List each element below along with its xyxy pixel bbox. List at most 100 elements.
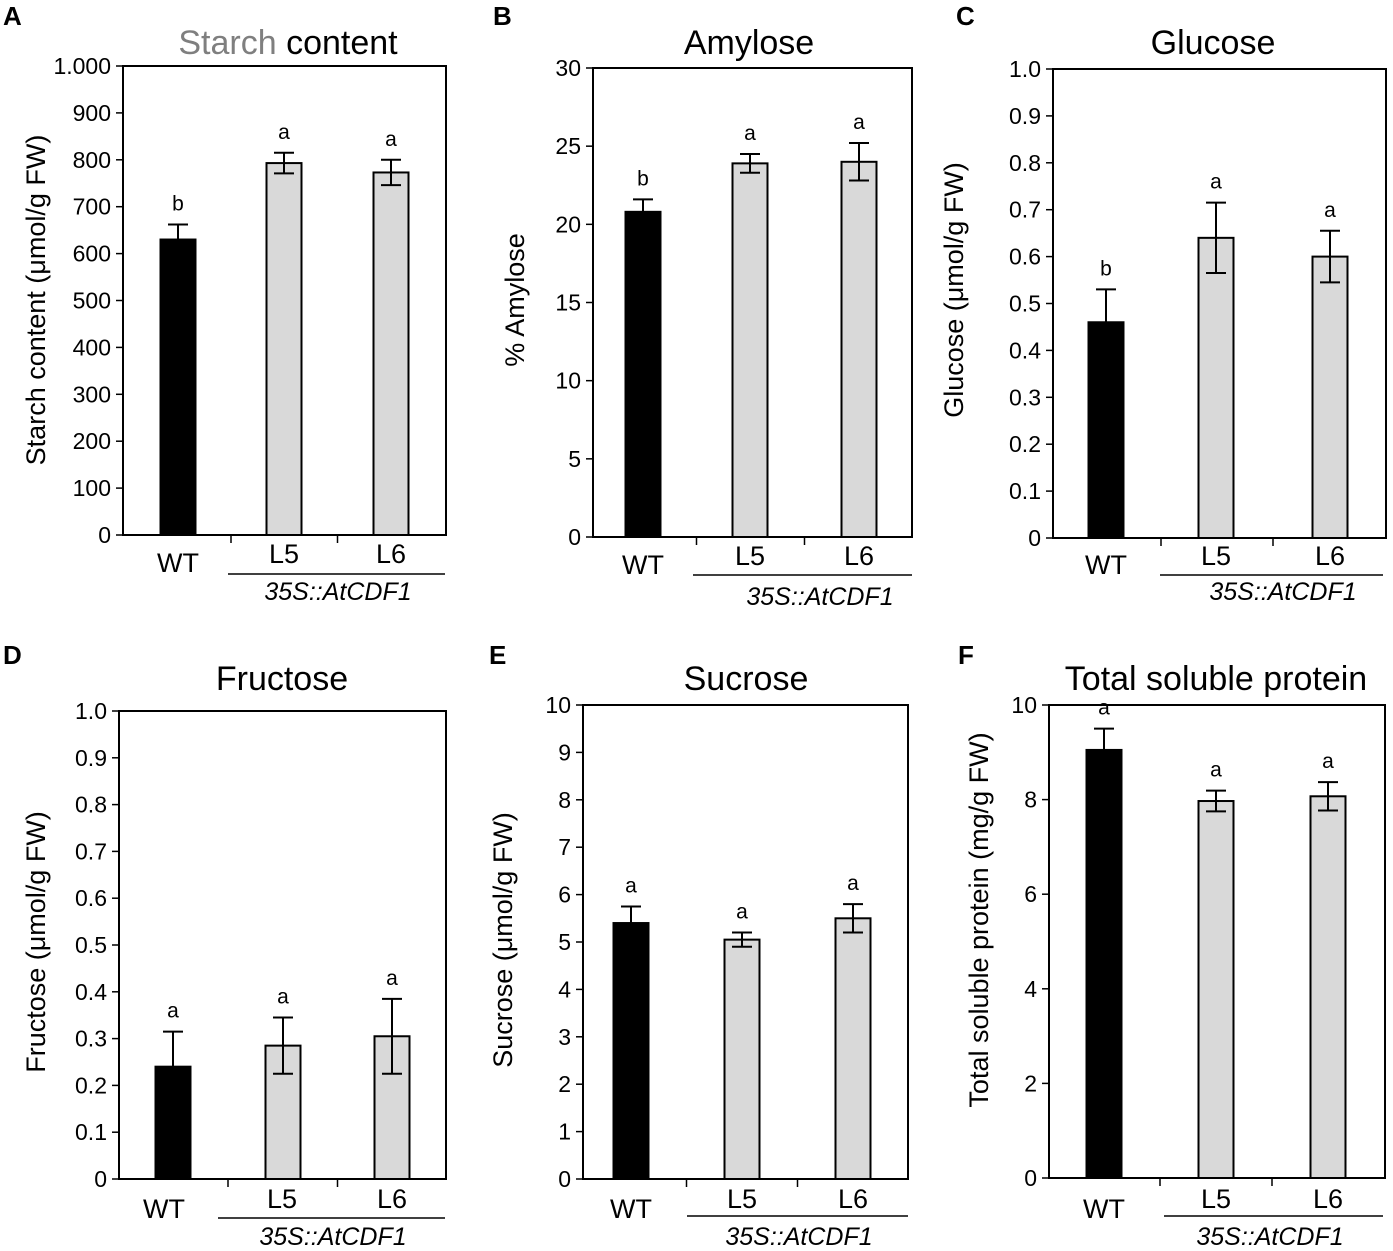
panel-letter-d: D	[3, 640, 22, 670]
panel-d-category-l5: L5	[267, 1184, 297, 1214]
panel-f-ytick-label: 0	[1024, 1165, 1037, 1191]
panel-c-ytick-label: 0.8	[1009, 150, 1041, 176]
panel-a-errorbar-wt	[168, 223, 188, 256]
panel-f-bar-l6	[1309, 795, 1347, 1179]
panel-a-significance-wt: b	[172, 193, 184, 216]
panel-b-bar-l6	[840, 160, 878, 539]
panel-b-ytick-label: 15	[555, 290, 581, 316]
panel-d-ytick-label: 0	[94, 1166, 107, 1192]
panel-e-ytick-label: 10	[545, 692, 571, 718]
panel-e-significance-wt: a	[625, 874, 637, 897]
panel-b-ytick-label: 5	[568, 446, 581, 472]
panel-f-category-l5: L5	[1201, 1184, 1231, 1214]
panel-f-significance-l6: a	[1322, 750, 1334, 773]
panel-d-errorbar-l6	[382, 997, 402, 1075]
panel-f-errorbar-l5	[1206, 789, 1226, 813]
panel-c-ytick-label: 0.1	[1009, 478, 1041, 504]
panel-c-ytick-label: 0.7	[1009, 197, 1041, 223]
panel-a-ytick-label: 800	[73, 147, 111, 173]
panel-letter-f: F	[958, 640, 974, 670]
panel-c-ytick-label: 1.0	[1009, 56, 1041, 82]
panel-a-ytick-label: 500	[73, 288, 111, 314]
panel-d-title: Fructose	[216, 660, 348, 698]
panel-d-ytick-label: 0.4	[75, 979, 107, 1005]
panel-e-title: Sucrose	[684, 660, 809, 698]
panel-c-significance-wt: b	[1100, 257, 1112, 280]
panel-c: C Glucose Glucose (μmol/g FW) 0 0.1 0.2 0.3…	[939, 1, 1387, 606]
panel-a-bar-l5	[265, 162, 303, 536]
panel-f-ytick-label: 10	[1011, 692, 1037, 718]
panel-a-category-wt: WT	[157, 548, 199, 578]
panel-c-ytick-label: 0.2	[1009, 431, 1041, 457]
panel-f-bar-l5	[1197, 800, 1235, 1179]
panel-c-category-wt: WT	[1085, 550, 1127, 580]
panel-e-group-label: 35S::AtCDF1	[725, 1223, 872, 1251]
panel-e-ytick-label: 1	[558, 1119, 571, 1145]
panel-e-ylabel: Sucrose (μmol/g FW)	[488, 812, 518, 1068]
panel-c-ytick-label: 0.5	[1009, 291, 1041, 317]
panel-d-ytick-label: 0.1	[75, 1119, 107, 1145]
panel-f-category-wt: WT	[1083, 1194, 1125, 1224]
panel-a-ytick-label: 0	[98, 522, 111, 548]
panel-d-ytick-label: 0.8	[75, 792, 107, 818]
panel-e-ytick-label: 9	[558, 739, 571, 765]
panel-b-category-l5: L5	[735, 541, 765, 571]
panel-a-bar-wt	[159, 238, 197, 536]
panel-a-ytick-label: 900	[73, 100, 111, 126]
panel-b-ytick-label: 0	[568, 524, 581, 550]
panel-a-ytick-label: 100	[73, 475, 111, 501]
panel-f-ylabel: Total soluble protein (mg/g FW)	[964, 732, 994, 1107]
panel-e-ytick-label: 4	[558, 976, 571, 1002]
panel-c-category-l6: L6	[1315, 541, 1345, 571]
panel-a-significance-l5: a	[278, 121, 290, 144]
panel-b-title: Amylose	[684, 24, 814, 62]
panel-a-ytick-label: 700	[73, 194, 111, 220]
panel-a-errorbar-l6	[381, 158, 401, 187]
panel-a-ytick-label: 600	[73, 241, 111, 267]
panel-b-ytick-label: 10	[555, 368, 581, 394]
panel-e-category-wt: WT	[610, 1194, 652, 1224]
panel-d-ytick-label: 0.9	[75, 745, 107, 771]
panel-b-category-wt: WT	[622, 550, 664, 580]
panel-e-ytick-label: 7	[558, 834, 571, 860]
panel-e-category-l6: L6	[838, 1184, 868, 1214]
panel-c-ytick-label: 0.6	[1009, 244, 1041, 270]
panel-f-ytick-label: 2	[1024, 1070, 1037, 1096]
panel-e-significance-l6: a	[847, 872, 859, 895]
panel-a-title-highlight: Starch	[178, 24, 276, 62]
panel-d-category-wt: WT	[143, 1194, 185, 1224]
panel-b-bar-wt	[624, 210, 662, 538]
panel-d-significance-l6: a	[386, 967, 398, 990]
panel-e-ytick-label: 5	[558, 929, 571, 955]
panel-a-ytick-label: 300	[73, 381, 111, 407]
panel-b-errorbar-l6	[849, 142, 869, 182]
panel-d-ytick-label: 0.6	[75, 885, 107, 911]
panel-e-bar-l5	[723, 938, 761, 1180]
panel-f-significance-wt: a	[1098, 697, 1110, 720]
panel-b-significance-wt: b	[637, 167, 649, 190]
panel-d-ytick-label: 0.7	[75, 838, 107, 864]
panel-d-significance-l5: a	[277, 986, 289, 1009]
panel-letter-e: E	[489, 640, 506, 670]
panel-e-category-l5: L5	[727, 1184, 757, 1214]
panel-b-ytick-label: 30	[555, 55, 581, 81]
panel-d-ylabel: Fructose (μmol/g FW)	[21, 811, 51, 1073]
panel-d: D Fructose Fructose (μmol/g FW) 00.10.20…	[3, 640, 447, 1251]
panel-f: F Total soluble protein Total soluble pr…	[958, 640, 1386, 1251]
panel-c-ytick-label: 0.9	[1009, 103, 1041, 129]
panel-d-plot: 0 0.1 0.2 0.3 0.4 0.5 0.6 0.7 0.8 0.9 1.0 a a a	[75, 698, 447, 1192]
panel-a-bar-l6	[372, 171, 410, 536]
panel-letter-a: A	[3, 1, 22, 31]
panel-e-errorbar-l6	[843, 903, 863, 934]
panel-f-plot: 0 2 4 6 8 10 a a a	[1011, 692, 1386, 1191]
panel-b-plot: 0 5 10 15 20 25 30 b a a	[555, 55, 913, 550]
panel-f-ytick-label: 4	[1024, 976, 1037, 1002]
panel-a-ytick-label: 400	[73, 334, 111, 360]
panel-f-ytick-label: 6	[1024, 881, 1037, 907]
panel-b-errorbar-l5	[740, 152, 760, 174]
panel-b-ylabel: % Amylose	[500, 233, 530, 367]
panel-f-title: Total soluble protein	[1065, 660, 1367, 698]
panel-e-ytick-label: 6	[558, 882, 571, 908]
panel-a-category-l6: L6	[376, 539, 406, 569]
panel-d-ytick-label: 1.0	[75, 698, 107, 724]
